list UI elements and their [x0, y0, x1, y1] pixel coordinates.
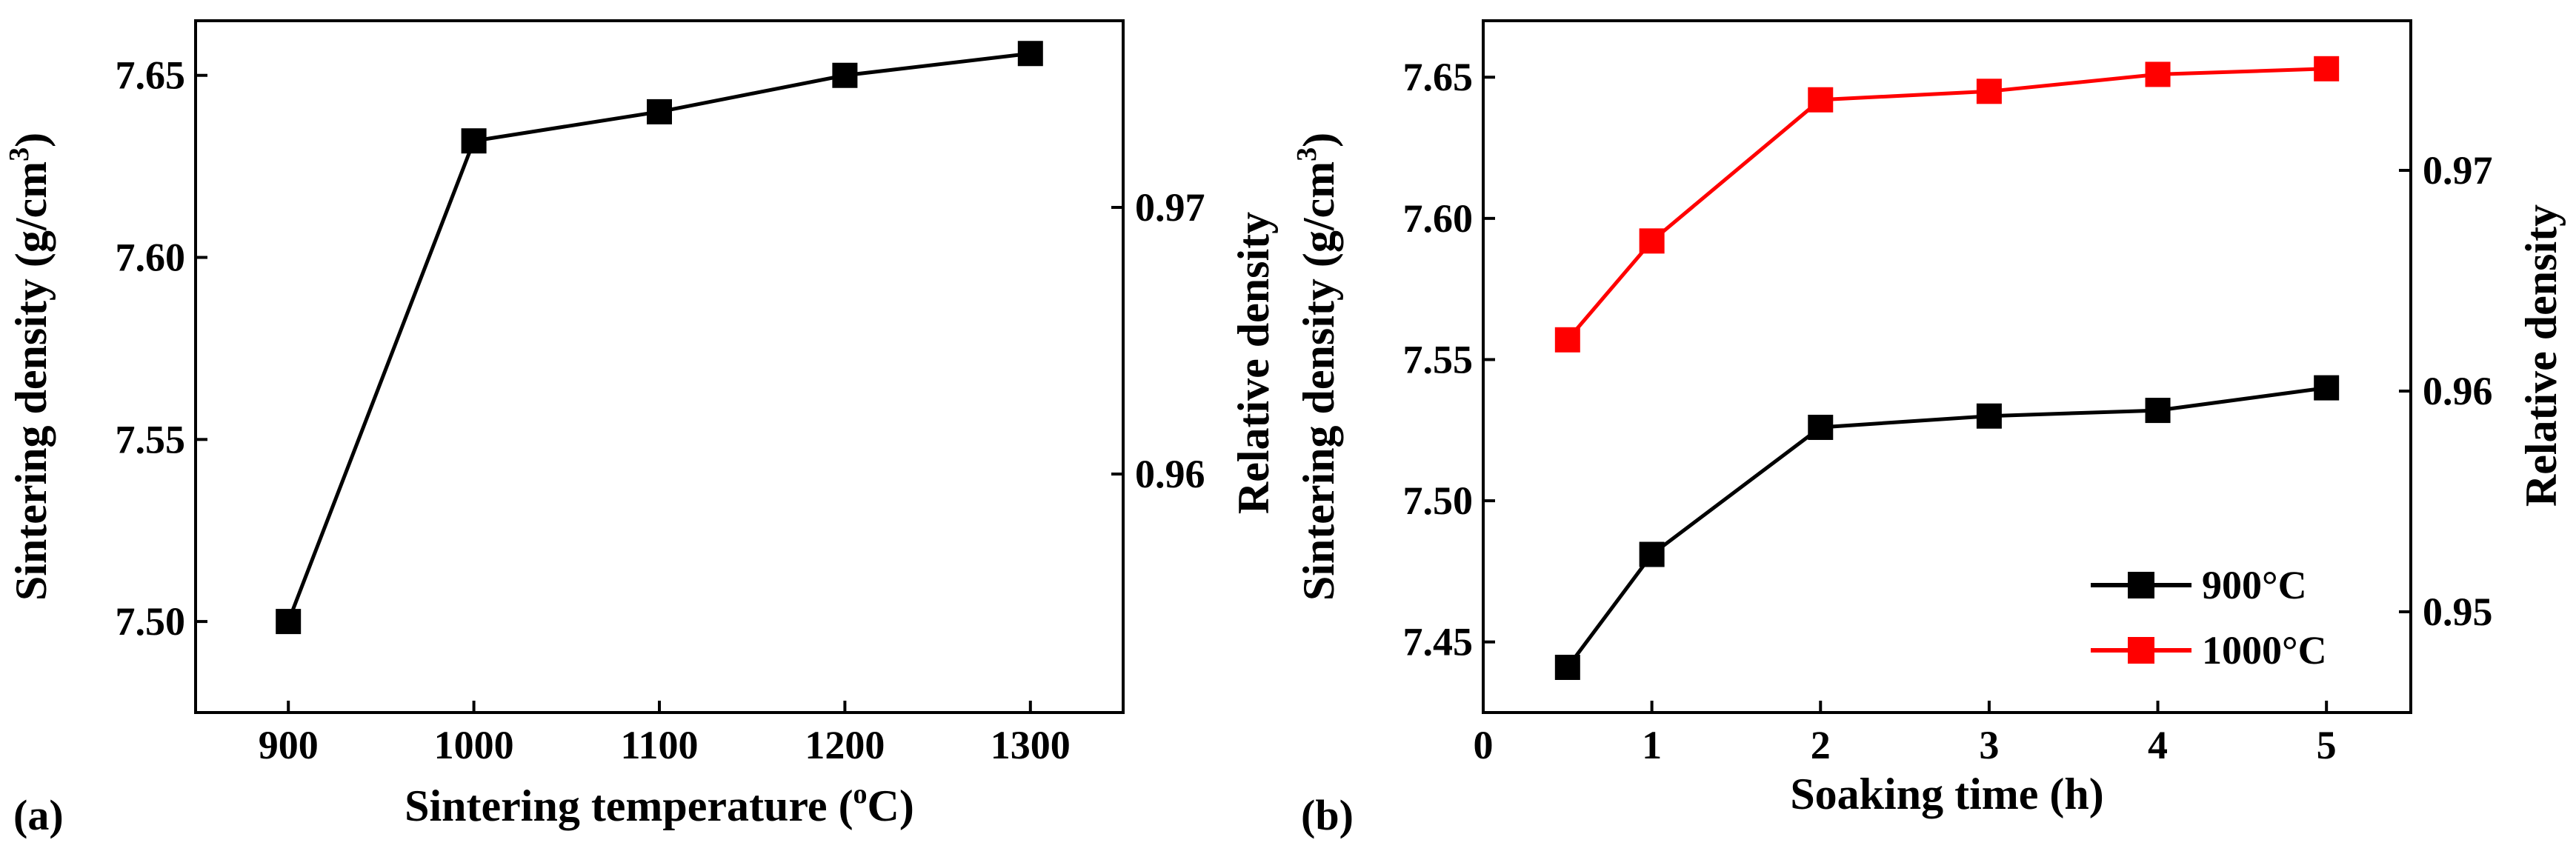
data-point-a-0-1: [461, 128, 487, 154]
x-tick-label-a-0: 900: [259, 723, 319, 767]
panel-label-b: (b): [1301, 791, 1354, 839]
legend-marker-1000: [2128, 637, 2154, 664]
legend-marker-900: [2128, 572, 2154, 598]
right-y-ticks-a: 0.96 0.97: [1111, 185, 1205, 496]
data-point-b-0-4: [2145, 398, 2171, 424]
panel-label-a: (a): [13, 791, 64, 839]
y-tick-label-a-2: 7.60: [116, 236, 186, 280]
plot-frame-b: [1482, 19, 2412, 714]
panel-b: 0 1 2 3 4 5 7.45 7.50 7.55 7.60 7.65 0.95 0.96 0.97…: [1291, 19, 2566, 839]
series-group-b: [1554, 56, 2340, 681]
right-y-tick-label-b-1: 0.96: [2423, 369, 2493, 413]
x-ticks-a: 900 1000 1100 1200 1300: [259, 701, 1071, 767]
legend-label-1000: 1000°C: [2202, 628, 2327, 673]
data-point-b-1-0: [1554, 327, 1580, 353]
data-point-a-0-0: [276, 609, 302, 635]
data-point-b-1-5: [2314, 56, 2340, 81]
series-line-b-0: [1565, 386, 2327, 669]
y-tick-label-a-3: 7.65: [116, 53, 186, 98]
right-y-axis-title-a: Relative density: [1229, 212, 1278, 514]
right-y-tick-label-b-0: 0.95: [2423, 590, 2493, 634]
right-y-tick-label-a-0: 0.96: [1135, 452, 1205, 496]
legend-b: 900°C 1000°C: [2091, 563, 2327, 673]
data-point-b-0-5: [2314, 375, 2340, 401]
x-tick-label-b-4: 4: [2148, 723, 2168, 767]
legend-label-900: 900°C: [2202, 563, 2307, 607]
y-ticks-a: 7.50 7.55 7.60 7.65: [116, 53, 207, 644]
plot-frame-a: [194, 19, 1125, 714]
data-point-b-1-1: [1639, 228, 1665, 254]
y-ticks-b: 7.45 7.50 7.55 7.60 7.65: [1403, 55, 1495, 664]
x-tick-label-b-5: 5: [2317, 723, 2337, 767]
y-tick-label-b-3: 7.60: [1403, 196, 1474, 241]
series-line-a-0: [286, 51, 1031, 623]
x-axis-title-b: Soaking time (h): [1790, 770, 2103, 818]
x-tick-label-b-3: 3: [1979, 723, 1999, 767]
y-tick-label-b-4: 7.65: [1403, 55, 1474, 99]
y-axis-title-a: Sintering density (g/cm3): [4, 133, 56, 601]
x-axis-title-a: Sintering temperature (oC): [405, 778, 914, 830]
panel-a: 900 1000 1100 1200 1300 7.50 7.55 7.60 7.65 0.9…: [4, 19, 1278, 839]
y-tick-label-b-0: 7.45: [1403, 620, 1474, 664]
x-tick-label-a-3: 1200: [805, 723, 885, 767]
x-tick-label-a-4: 1300: [991, 723, 1071, 767]
x-tick-label-b-2: 2: [1811, 723, 1831, 767]
y-tick-label-b-2: 7.55: [1403, 337, 1474, 381]
right-y-tick-label-a-1: 0.97: [1135, 185, 1205, 230]
x-tick-label-b-1: 1: [1642, 723, 1662, 767]
data-point-a-0-3: [832, 62, 858, 88]
y-axis-title-b: Sintering density (g/cm3): [1291, 133, 1343, 601]
data-point-b-0-2: [1808, 414, 1834, 440]
x-ticks-b: 0 1 2 3 4 5: [1474, 701, 2337, 767]
data-point-b-0-1: [1639, 541, 1665, 567]
x-tick-label-a-1: 1000: [434, 723, 514, 767]
data-point-b-1-4: [2145, 61, 2171, 87]
data-point-b-0-0: [1554, 655, 1580, 681]
data-point-a-0-4: [1017, 41, 1043, 67]
data-point-b-0-3: [1976, 403, 2002, 429]
x-tick-label-b-0: 0: [1474, 723, 1494, 767]
series-group-a: [276, 41, 1043, 635]
right-y-tick-label-b-2: 0.97: [2423, 148, 2493, 193]
data-point-b-1-3: [1976, 79, 2002, 104]
data-point-b-1-2: [1808, 87, 1834, 113]
y-tick-label-b-1: 7.50: [1403, 478, 1474, 523]
y-tick-label-a-0: 7.50: [116, 599, 186, 644]
series-line-b-1: [1565, 67, 2327, 341]
y-tick-label-a-1: 7.55: [116, 417, 186, 461]
right-y-ticks-b: 0.95 0.96 0.97: [2399, 148, 2493, 634]
data-point-a-0-2: [647, 99, 672, 124]
right-y-axis-title-b: Relative density: [2517, 204, 2566, 507]
x-tick-label-a-2: 1100: [620, 723, 698, 767]
